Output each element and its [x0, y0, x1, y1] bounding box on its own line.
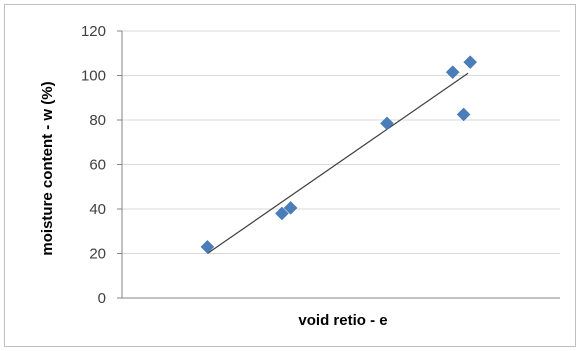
- data-point-4: [380, 116, 394, 131]
- chart-frame: [4, 4, 576, 347]
- x-axis-title: void retio - e: [298, 312, 387, 329]
- data-point-1: [200, 239, 215, 254]
- trendline-group: [207, 72, 469, 254]
- trendline: [207, 72, 469, 254]
- grid-lines: [122, 30, 560, 254]
- y-tick-labels: 0 20 40 60 80 100 120: [81, 23, 106, 307]
- y-tick-label-60: 60: [89, 157, 106, 174]
- data-point-5: [445, 65, 460, 80]
- data-point-6: [456, 107, 471, 122]
- data-point-3: [283, 201, 298, 215]
- y-axis-title: moisture content - w (%): [39, 81, 56, 255]
- y-tick-label-100: 100: [81, 68, 106, 85]
- y-tick-label-120: 120: [81, 23, 106, 40]
- y-tick-label-80: 80: [89, 112, 106, 129]
- data-point-2: [275, 206, 289, 221]
- data-point-7: [463, 55, 478, 70]
- data-points: [200, 55, 478, 254]
- y-tick-label-0: 0: [98, 290, 106, 307]
- axes: [117, 30, 560, 299]
- y-tick-label-20: 20: [89, 246, 106, 263]
- y-tick-label-40: 40: [89, 201, 106, 218]
